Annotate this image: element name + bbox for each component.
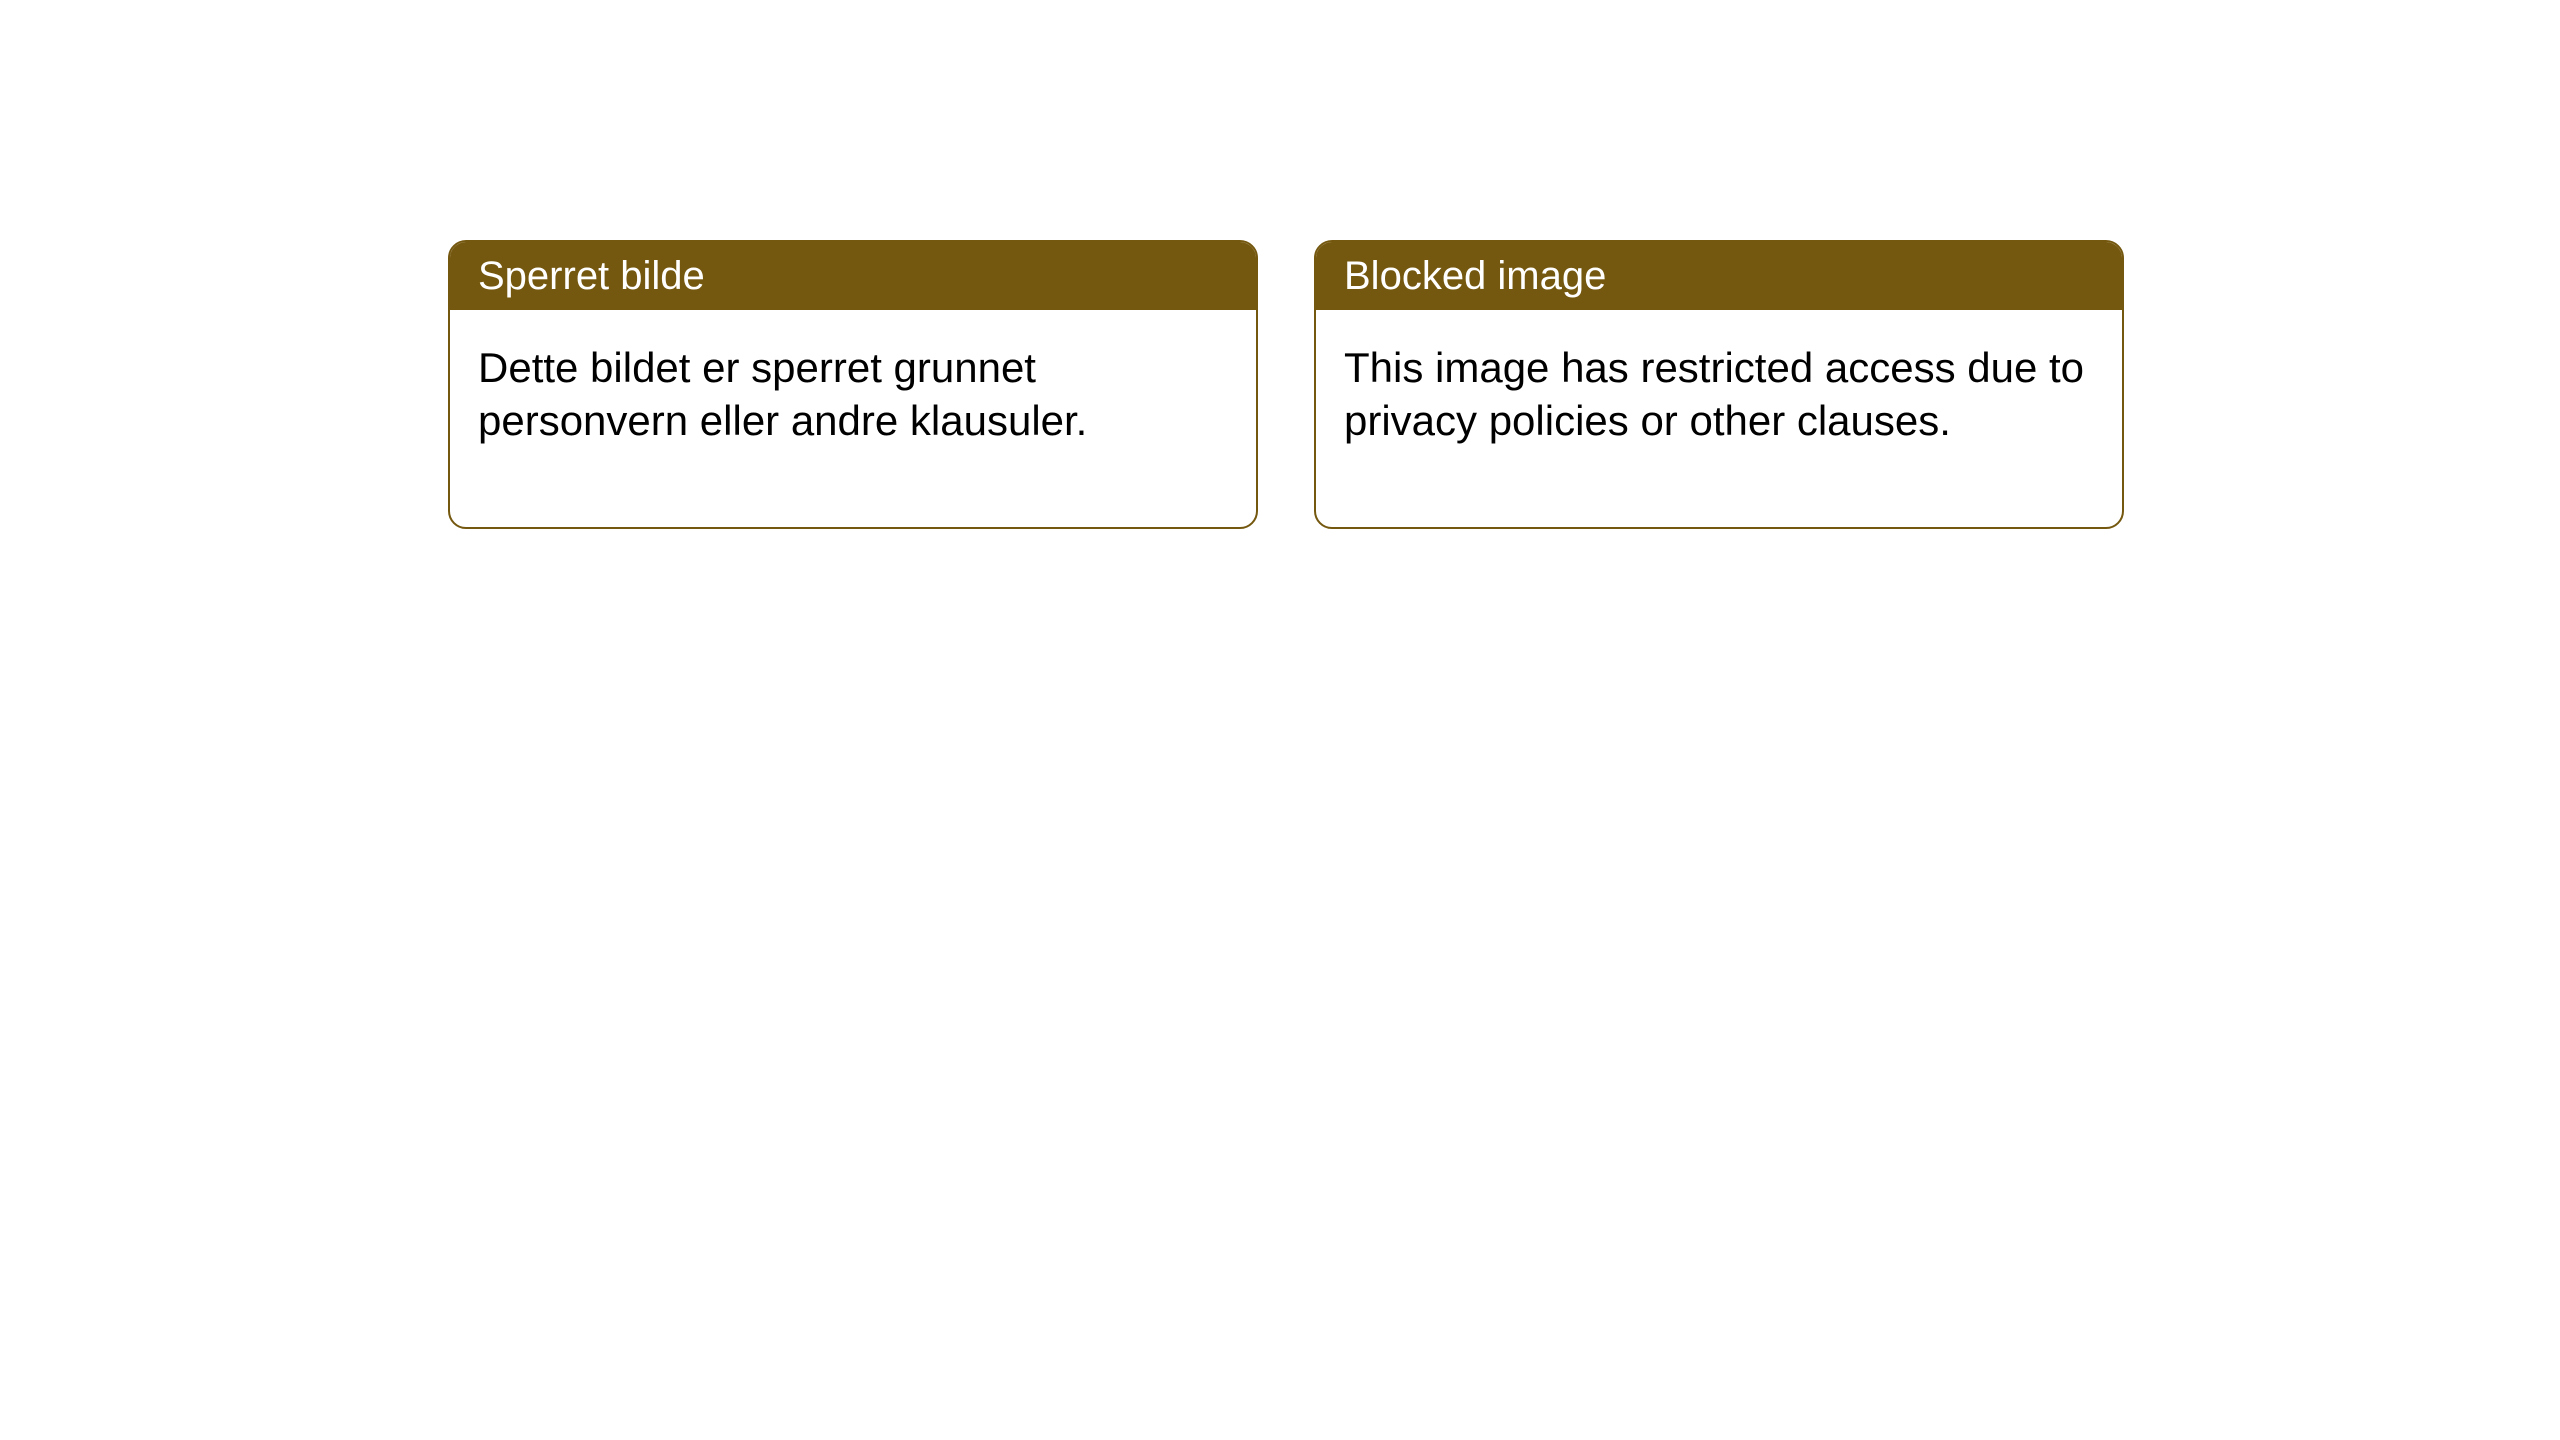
notice-title: Blocked image (1316, 242, 2122, 310)
notice-card-norwegian: Sperret bilde Dette bildet er sperret gr… (448, 240, 1258, 529)
notice-body: Dette bildet er sperret grunnet personve… (450, 310, 1256, 527)
notice-title: Sperret bilde (450, 242, 1256, 310)
notice-body: This image has restricted access due to … (1316, 310, 2122, 527)
notice-container: Sperret bilde Dette bildet er sperret gr… (0, 0, 2560, 529)
notice-card-english: Blocked image This image has restricted … (1314, 240, 2124, 529)
